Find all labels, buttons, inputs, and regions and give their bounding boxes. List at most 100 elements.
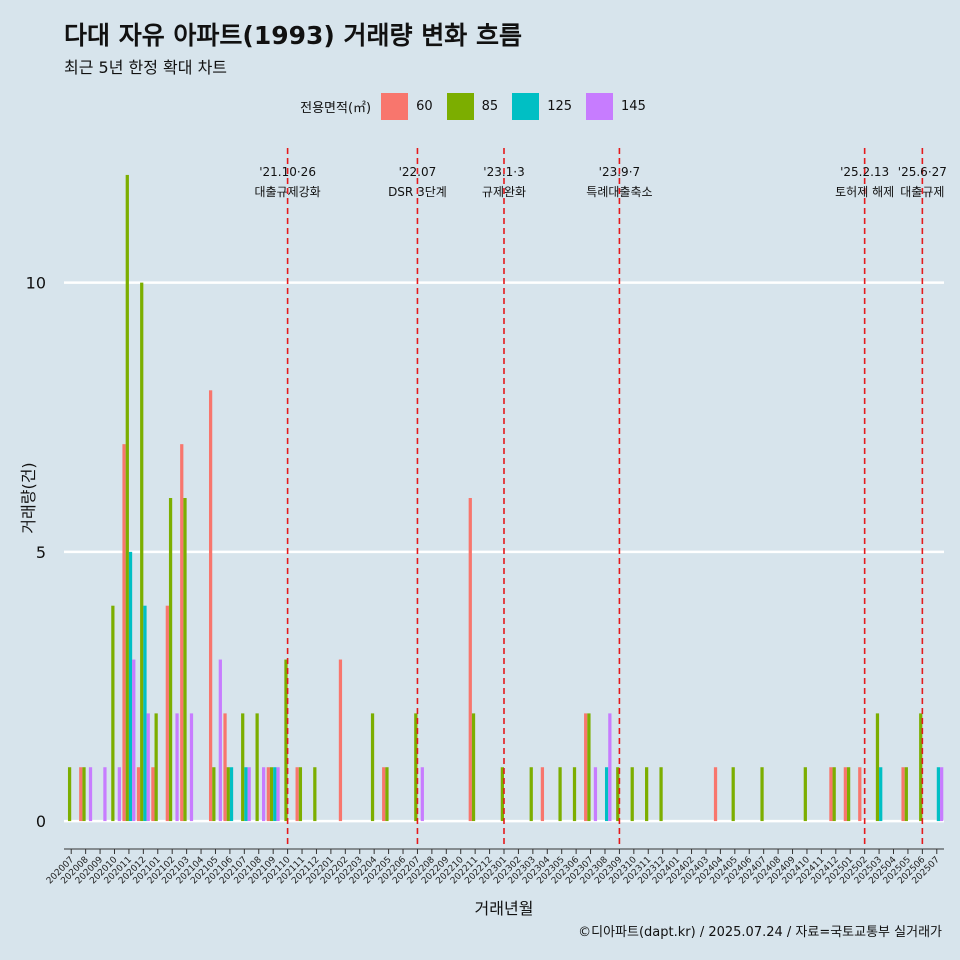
bar-60-202501	[843, 767, 847, 822]
event-text-label: 대출규제	[900, 185, 944, 199]
bar-60-202102	[165, 605, 169, 822]
bar-60-202101	[151, 767, 155, 822]
bar-60-202109	[266, 767, 270, 822]
event-text-label: 대출규제강화	[254, 185, 320, 199]
bar-60-202106	[223, 713, 227, 822]
bar-85-202110	[284, 659, 288, 822]
bar-85-202109	[269, 767, 274, 822]
bar-60-202012	[136, 767, 141, 822]
bar-125-202106	[229, 767, 234, 822]
bar-125-202503	[879, 767, 883, 822]
chart-title: 다대 자유 아파트(1993) 거래량 변화 흐름	[64, 21, 522, 50]
event-date-label: '23.9·7	[599, 165, 640, 179]
bar-85-202306	[572, 767, 577, 822]
bar-145-202010	[117, 767, 121, 822]
bar-145-202108	[262, 767, 266, 822]
event-date-label: '25.6·27	[898, 165, 947, 179]
bar-85-202204	[370, 713, 375, 822]
bar-145-202107	[247, 767, 251, 822]
event-date-label: '22.07	[399, 165, 437, 179]
bar-60-202304	[540, 767, 545, 822]
x-axis-title: 거래년월	[475, 899, 534, 918]
bar-85-202310	[630, 767, 634, 822]
bar-85-202011	[125, 174, 129, 822]
legend-label-145: 145	[621, 99, 646, 114]
bar-125-202011	[128, 551, 133, 822]
legend-label-60: 60	[416, 99, 433, 114]
bar-85-202410	[803, 767, 807, 822]
bar-85-202501	[846, 767, 851, 822]
bar-60-202105	[208, 390, 213, 822]
bar-145-202308	[608, 713, 612, 822]
bar-125-202107	[244, 767, 248, 822]
bar-85-202107	[241, 713, 245, 822]
bar-85-202301	[500, 767, 504, 822]
bar-60-202111	[295, 767, 299, 822]
bar-85-202311	[645, 767, 649, 822]
bar-85-202305	[558, 767, 562, 822]
bar-85-202211	[471, 713, 476, 822]
bar-60-202505	[901, 767, 905, 822]
bar-85-202102	[168, 498, 173, 822]
bar-85-202307	[587, 713, 591, 822]
y-tick-label: 5	[36, 543, 46, 562]
event-date-label: '23.1·3	[483, 165, 524, 179]
bar-85-202105	[212, 767, 216, 822]
legend-swatch-60	[381, 93, 409, 120]
legend-item-145: 145	[586, 93, 646, 120]
legend-swatch-145	[586, 93, 614, 120]
y-tick-label: 0	[36, 812, 46, 831]
bar-85-202506	[919, 713, 923, 822]
bar-85-202010	[111, 605, 115, 822]
y-tick-label: 10	[26, 274, 46, 293]
bar-85-202007	[67, 767, 72, 822]
bar-60-202205	[382, 767, 386, 822]
bar-85-202503	[875, 713, 880, 822]
bar-60-202307	[584, 713, 588, 822]
bar-145-202105	[218, 659, 222, 822]
bar-145-202307	[593, 767, 598, 822]
bar-60-202211	[468, 498, 472, 822]
bar-60-202008	[79, 767, 83, 822]
legend-label-85: 85	[481, 99, 499, 114]
bar-60-202011	[122, 444, 126, 822]
bar-145-202011	[132, 659, 136, 822]
event-text-label: DSR 3단계	[388, 185, 447, 199]
bar-85-202312	[659, 767, 663, 822]
legend-title: 전용면적(㎡)	[300, 101, 372, 116]
bar-60-202412	[829, 767, 833, 822]
bar-60-202404	[713, 767, 718, 822]
bar-85-202101	[154, 713, 158, 822]
bar-145-202009	[103, 767, 107, 822]
bar-85-202008	[82, 767, 86, 822]
bar-85-202303	[529, 767, 533, 822]
bar-125-202308	[604, 767, 609, 822]
event-date-label: '21.10·26	[259, 165, 316, 179]
bar-85-202012	[140, 282, 144, 822]
bar-85-202407	[760, 767, 764, 822]
legend-label-125: 125	[547, 99, 573, 114]
legend-swatch-85	[446, 93, 474, 120]
legend: 전용면적(㎡) 60 85 125 145	[0, 93, 960, 120]
bar-85-202112	[313, 767, 317, 822]
bar-145-202109	[276, 767, 280, 822]
legend-swatch-125	[512, 93, 540, 120]
bar-85-202405	[731, 767, 735, 822]
y-axis-title: 거래량(건)	[19, 462, 38, 533]
bar-60-202502	[858, 767, 862, 822]
bar-60-202103	[180, 444, 184, 822]
event-text-label: 규제완화	[482, 185, 526, 199]
legend-item-60: 60	[381, 93, 433, 120]
bar-145-202012	[146, 713, 150, 822]
bar-125-202109	[273, 767, 277, 822]
source-caption: ©디아파트(dapt.kr) / 2025.07.24 / 자료=국토교통부 실…	[578, 925, 942, 940]
event-text-label: 특례대출축소	[586, 185, 652, 199]
event-date-label: '25.2.13	[840, 165, 889, 179]
bar-125-202012	[143, 605, 147, 822]
bar-145-202102	[175, 713, 179, 822]
bar-60-202202	[338, 659, 343, 822]
bar-85-202412	[832, 767, 836, 822]
bar-85-202207	[414, 713, 418, 822]
bar-145-202008	[88, 767, 93, 822]
